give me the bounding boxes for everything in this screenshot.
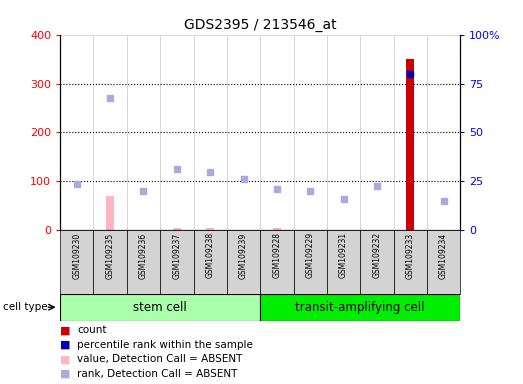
- Text: percentile rank within the sample: percentile rank within the sample: [77, 340, 253, 350]
- Text: GSM109234: GSM109234: [439, 232, 448, 278]
- Text: GSM109233: GSM109233: [406, 232, 415, 278]
- Text: GSM109232: GSM109232: [372, 232, 381, 278]
- Bar: [272, 228, 281, 230]
- Text: GSM109239: GSM109239: [239, 232, 248, 278]
- Bar: [260, 294, 460, 321]
- Bar: [394, 35, 427, 230]
- Bar: [360, 230, 393, 294]
- Bar: [160, 230, 194, 294]
- Bar: [260, 35, 293, 230]
- Text: GSM109231: GSM109231: [339, 232, 348, 278]
- Text: ■: ■: [60, 369, 71, 379]
- Text: GSM109229: GSM109229: [306, 232, 315, 278]
- Text: GSM109228: GSM109228: [272, 232, 281, 278]
- Title: GDS2395 / 213546_at: GDS2395 / 213546_at: [184, 18, 336, 32]
- Bar: [360, 35, 393, 230]
- Bar: [60, 294, 260, 321]
- Bar: [394, 230, 427, 294]
- Text: GSM109237: GSM109237: [173, 232, 181, 278]
- Bar: [327, 230, 360, 294]
- Text: count: count: [77, 325, 106, 335]
- Bar: [173, 228, 181, 230]
- Text: stem cell: stem cell: [133, 301, 187, 314]
- Text: ■: ■: [60, 340, 71, 350]
- Bar: [293, 230, 327, 294]
- Bar: [194, 35, 227, 230]
- Bar: [94, 230, 127, 294]
- Bar: [293, 35, 327, 230]
- Text: GSM109238: GSM109238: [206, 232, 214, 278]
- Text: GSM109236: GSM109236: [139, 232, 148, 278]
- Text: transit-amplifying cell: transit-amplifying cell: [295, 301, 425, 314]
- Text: GSM109235: GSM109235: [106, 232, 115, 278]
- Text: ■: ■: [60, 325, 71, 335]
- Bar: [327, 35, 360, 230]
- Bar: [194, 230, 227, 294]
- Bar: [406, 59, 414, 230]
- Text: ■: ■: [60, 354, 71, 364]
- Text: GSM109230: GSM109230: [72, 232, 81, 278]
- Bar: [127, 35, 160, 230]
- Bar: [427, 35, 460, 230]
- Bar: [60, 230, 94, 294]
- Bar: [427, 230, 460, 294]
- Bar: [60, 35, 94, 230]
- Bar: [160, 35, 194, 230]
- Bar: [106, 196, 115, 230]
- Bar: [227, 35, 260, 230]
- Bar: [227, 230, 260, 294]
- Bar: [127, 230, 160, 294]
- Bar: [206, 228, 214, 230]
- Text: value, Detection Call = ABSENT: value, Detection Call = ABSENT: [77, 354, 242, 364]
- Bar: [260, 230, 293, 294]
- Text: cell type: cell type: [3, 302, 47, 312]
- Bar: [94, 35, 127, 230]
- Text: rank, Detection Call = ABSENT: rank, Detection Call = ABSENT: [77, 369, 237, 379]
